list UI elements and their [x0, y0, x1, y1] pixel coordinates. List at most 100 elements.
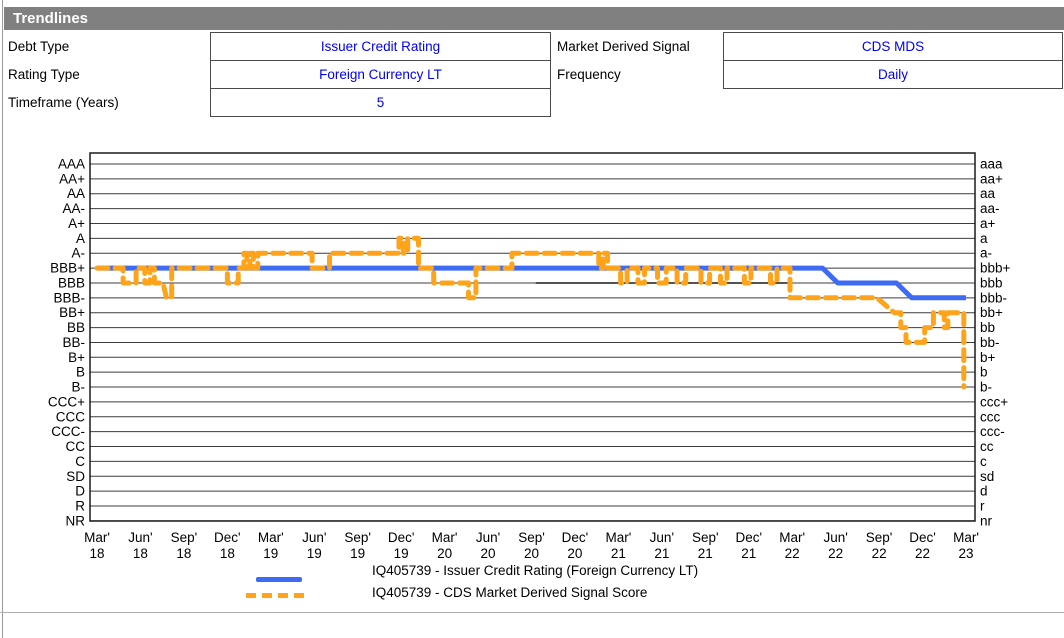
y-axis-label-right: a — [980, 231, 988, 246]
x-axis-label-month: Dec' — [562, 530, 589, 545]
y-axis-label-left: SD — [66, 469, 85, 484]
x-axis-label-year: 21 — [741, 546, 756, 561]
y-axis-label-left: AAA — [58, 157, 85, 172]
x-axis-label-year: 19 — [307, 546, 322, 561]
y-axis-label-right: d — [980, 484, 988, 499]
debt-type-label: Debt Type — [8, 39, 70, 54]
y-axis-label-left: C — [75, 454, 85, 469]
x-axis-label-year: 22 — [785, 546, 800, 561]
x-axis-label-year: 22 — [872, 546, 887, 561]
market-derived-signal-value[interactable]: CDS MDS — [723, 32, 1063, 61]
y-axis-label-right: bbb- — [980, 290, 1007, 305]
x-axis-label-year: 21 — [611, 546, 626, 561]
frequency-value[interactable]: Daily — [723, 60, 1063, 89]
title-bar: Trendlines — [4, 7, 1064, 30]
x-axis-label-year: 20 — [567, 546, 582, 561]
y-axis-label-left: AA — [67, 186, 85, 201]
x-axis-label-year: 20 — [524, 546, 539, 561]
y-axis-label-left: AA+ — [59, 171, 85, 186]
y-axis-label-right: bbb+ — [980, 261, 1011, 276]
page-left-border — [2, 0, 3, 638]
y-axis-label-left: CCC- — [51, 424, 85, 439]
x-axis-label-month: Sep' — [866, 530, 893, 545]
x-axis-label-year: 19 — [394, 546, 409, 561]
y-axis-label-left: CC — [66, 439, 86, 454]
x-axis-label-year: 22 — [915, 546, 930, 561]
y-axis-label-left: B — [76, 365, 85, 380]
y-axis-label-right: aa+ — [980, 171, 1003, 186]
y-axis-label-left: CCC — [56, 409, 85, 424]
debt-type-value[interactable]: Issuer Credit Rating — [210, 32, 551, 61]
y-axis-label-left: CCC+ — [48, 394, 85, 409]
y-axis-label-left: BBB+ — [50, 261, 85, 276]
x-axis-label-month: Jun' — [650, 530, 674, 545]
y-axis-label-right: sd — [980, 469, 994, 484]
y-axis-label-right: b — [980, 365, 988, 380]
y-axis-label-left: BBB- — [53, 290, 85, 305]
y-axis-label-left: B+ — [68, 350, 85, 365]
x-axis-label-month: Jun' — [823, 530, 847, 545]
x-axis-label-month: Dec' — [214, 530, 241, 545]
y-axis-label-left: B- — [72, 380, 86, 395]
y-axis-label-right: bb+ — [980, 305, 1003, 320]
timeframe-value[interactable]: 5 — [210, 88, 551, 117]
x-axis-label-month: Dec' — [388, 530, 415, 545]
x-axis-label-year: 18 — [89, 546, 104, 561]
x-axis-label-month: Mar' — [953, 530, 979, 545]
x-axis-label-month: Sep' — [344, 530, 371, 545]
y-axis-label-left: A- — [72, 246, 86, 261]
y-axis-label-right: a+ — [980, 216, 996, 231]
x-axis-label-month: Jun' — [128, 530, 152, 545]
y-axis-label-right: aa- — [980, 201, 1000, 216]
frequency-label: Frequency — [557, 67, 621, 82]
x-axis-label-month: Sep' — [692, 530, 719, 545]
y-axis-label-right: nr — [980, 513, 993, 528]
icr-legend-swatch — [256, 577, 302, 582]
y-axis-label-right: bb- — [980, 335, 1000, 350]
x-axis-label-month: Jun' — [302, 530, 326, 545]
x-axis-label-month: Mar' — [258, 530, 284, 545]
x-axis-label-year: 18 — [176, 546, 191, 561]
y-axis-label-left: BBB — [58, 275, 85, 290]
y-axis-label-left: BB- — [62, 335, 85, 350]
y-axis-label-right: ccc — [980, 409, 1001, 424]
x-axis-label-month: Sep' — [171, 530, 198, 545]
x-axis-label-year: 19 — [350, 546, 365, 561]
market-derived-signal-label: Market Derived Signal — [557, 39, 690, 54]
x-axis-label-month: Mar' — [432, 530, 458, 545]
y-axis-label-right: b+ — [980, 350, 996, 365]
x-axis-label-month: Mar' — [84, 530, 110, 545]
y-axis-label-right: c — [980, 454, 987, 469]
x-axis-label-year: 21 — [654, 546, 669, 561]
x-axis-label-year: 22 — [828, 546, 843, 561]
x-axis-label-month: Mar' — [779, 530, 805, 545]
mds-line — [94, 235, 967, 390]
y-axis-label-left: A+ — [68, 216, 85, 231]
icr-line — [97, 265, 966, 301]
y-axis-label-right: b- — [980, 380, 992, 395]
y-axis-label-right: cc — [980, 439, 994, 454]
y-axis-label-right: bb — [980, 320, 995, 335]
y-axis-label-right: bbb — [980, 275, 1003, 290]
y-axis-label-left: NR — [66, 513, 86, 528]
timeframe-label: Timeframe (Years) — [8, 95, 119, 110]
x-axis-label-year: 21 — [698, 546, 713, 561]
x-axis-label-year: 20 — [437, 546, 452, 561]
x-axis-label-month: Dec' — [735, 530, 762, 545]
icr-legend-label: IQ405739 - Issuer Credit Rating (Foreign… — [372, 563, 699, 578]
mds-legend-label: IQ405739 - CDS Market Derived Signal Sco… — [372, 585, 648, 600]
y-axis-label-right: ccc+ — [980, 394, 1008, 409]
x-axis-label-month: Dec' — [909, 530, 936, 545]
separator-line — [0, 612, 1064, 613]
y-axis-label-left: BB — [67, 320, 85, 335]
x-axis-label-month: Jun' — [476, 530, 500, 545]
x-axis-label-month: Sep' — [518, 530, 545, 545]
x-axis-label-month: Mar' — [605, 530, 631, 545]
y-axis-label-right: a- — [980, 246, 992, 261]
page-title: Trendlines — [13, 10, 89, 27]
y-axis-label-left: AA- — [62, 201, 85, 216]
x-axis-label-year: 18 — [220, 546, 235, 561]
rating-type-value[interactable]: Foreign Currency LT — [210, 60, 551, 89]
y-axis-label-left: A — [76, 231, 85, 246]
